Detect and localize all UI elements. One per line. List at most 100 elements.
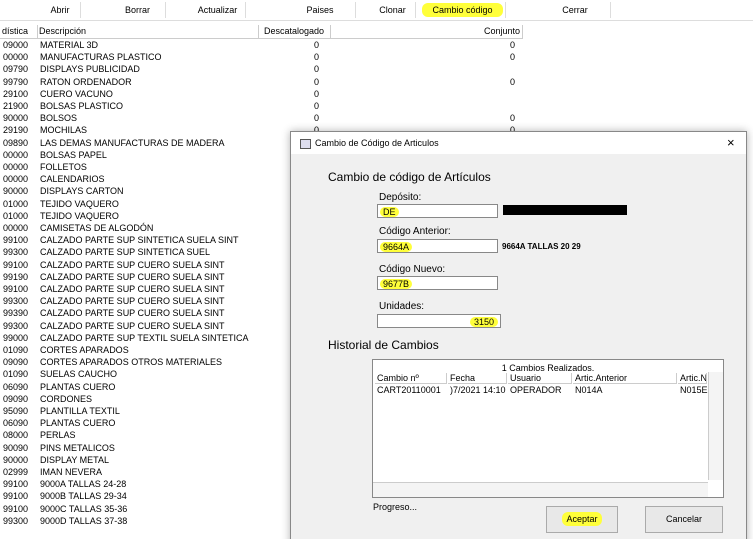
code-cell: 90090 [3, 442, 29, 453]
value: DE [380, 207, 399, 217]
code-cell: 95090 [3, 406, 29, 416]
toolbar-button[interactable]: Clonar [370, 2, 416, 18]
description-cell: IMAN NEVERA [40, 467, 103, 477]
description-cell: CALZADO PARTE SUP CUERO SUELA SINT [40, 296, 225, 307]
description-cell: SUELAS CAUCHO [40, 369, 118, 380]
code-cell: 90000 [3, 113, 29, 124]
button-label: Abrir [50, 5, 70, 15]
code-cell: 90000 [3, 186, 29, 197]
description-cell: RATON ORDENADOR [40, 76, 132, 87]
description-cell: TEJIDO VAQUERO [40, 210, 119, 221]
progress-label: Progreso... [373, 502, 418, 512]
description-cell: CORTES APARADOS [40, 345, 129, 355]
input[interactable]: 9677B [377, 276, 498, 290]
button-label: Paises [306, 5, 334, 15]
description-cell: 9000B TALLAS 29-34 [40, 491, 127, 502]
input[interactable]: 9664A [377, 239, 498, 253]
dialog: Cambio de Código de Articulos × Cambio d… [290, 131, 747, 539]
button-label: Aceptar [562, 512, 602, 526]
column-header: Descatalogado [258, 25, 331, 39]
column-header: dística [0, 25, 38, 39]
label: Código Nuevo: [379, 264, 446, 275]
toolbar-button[interactable]: Abrir [40, 2, 81, 18]
description-cell: CAMISETAS DE ALGODÓN [40, 223, 154, 233]
cancel-button[interactable]: Cancelar [645, 506, 723, 533]
dialog-title: Cambio de Código de Articulos [315, 138, 439, 148]
description-cell: MATERIAL 3D [40, 40, 99, 50]
h-scrollbar[interactable] [373, 482, 708, 497]
descatalogado-cell: 0 [314, 113, 320, 124]
code-cell: 99390 [3, 308, 29, 319]
conjunto-cell: 0 [510, 76, 516, 87]
conjunto-cell: 0 [510, 125, 515, 135]
description-cell: DISPLAYS PUBLICIDAD [40, 64, 140, 75]
code-cell: 99300 [3, 296, 29, 307]
redaction [503, 205, 627, 215]
code-cell: 09790 [3, 64, 29, 75]
description-cell: BOLSAS PAPEL [40, 149, 107, 160]
description-cell: PINS METALICOS [40, 442, 115, 453]
description-cell: CALZADO PARTE SUP TEXTIL SUELA SINTETICA [40, 332, 249, 343]
conjunto-cell: 0 [510, 52, 516, 63]
code-cell: 29190 [3, 125, 29, 136]
column-header: Conjunto [330, 25, 523, 39]
code-cell: 21900 [3, 101, 29, 111]
description-cell: CORDONES [40, 393, 93, 404]
code-cell: 99300 [3, 320, 29, 331]
code-cell: 99100 [3, 491, 29, 502]
code-cell: 90000 [3, 454, 29, 465]
code-cell: 09890 [3, 137, 29, 148]
code-cell: 00000 [3, 174, 29, 185]
code-cell: 99100 [3, 284, 29, 294]
code-cell: 01090 [3, 345, 29, 355]
code-cell: 00000 [3, 52, 29, 63]
code-cell: 00000 [3, 162, 29, 172]
description-cell: TEJIDO VAQUERO [40, 198, 119, 209]
conjunto-cell: 0 [510, 113, 516, 124]
code-cell: 08000 [3, 430, 29, 441]
value: 9677B [380, 279, 413, 289]
accept-button[interactable]: Aceptar [546, 506, 618, 533]
code-cell: 99100 [3, 259, 29, 270]
input[interactable]: 3150 [377, 314, 501, 328]
toolbar [0, 0, 753, 21]
grid-header: Usuario [508, 373, 572, 384]
toolbar-button[interactable]: Cambio código [420, 2, 506, 18]
input[interactable]: DE [377, 204, 498, 218]
description-cell: CUERO VACUNO [40, 88, 113, 99]
close-button[interactable]: × [727, 135, 735, 150]
description-cell: CALZADO PARTE SUP CUERO SUELA SINT [40, 284, 225, 294]
label: Unidades: [379, 301, 425, 312]
description-cell: PERLAS [40, 430, 76, 441]
code-cell: 99300 [3, 515, 29, 526]
description-cell: 9000A TALLAS 24-28 [40, 479, 127, 490]
toolbar-button[interactable]: Borrar [110, 2, 166, 18]
descatalogado-cell: 0 [314, 88, 320, 99]
code-cell: 99100 [3, 235, 29, 246]
code-cell: 00000 [3, 149, 29, 160]
conjunto-cell: 0 [510, 40, 516, 50]
toolbar-button[interactable]: Cerrar [540, 2, 611, 18]
description-cell: LAS DEMAS MANUFACTURAS DE MADERA [40, 137, 225, 148]
value: 9664A [380, 242, 413, 252]
app-icon [300, 139, 311, 149]
description-cell: CALZADO PARTE SUP CUERO SUELA SINT [40, 308, 225, 319]
description-cell: PLANTAS CUERO [40, 418, 116, 429]
code-cell: 09090 [3, 393, 29, 404]
button-label: Cambio código [422, 3, 503, 17]
description-cell: CALZADO PARTE SUP SINTETICA SUEL [40, 247, 211, 258]
code-cell: 99100 [3, 479, 29, 490]
grid-cell: OPERADOR [510, 385, 562, 395]
description-cell: MANUFACTURAS PLASTICO [40, 52, 162, 63]
v-scrollbar[interactable] [708, 372, 723, 480]
title-bar [291, 132, 746, 154]
descatalogado-cell: 0 [314, 76, 320, 87]
description-cell: CALENDARIOS [40, 174, 105, 185]
button-label: Borrar [124, 5, 150, 15]
column-header: Descripción [37, 25, 259, 39]
toolbar-button[interactable]: Actualizar [190, 2, 246, 18]
button-label: Clonar [379, 5, 406, 15]
description-cell: 9000C TALLAS 35-36 [40, 503, 128, 514]
grid-cell: CART20110001 [377, 385, 441, 395]
toolbar-button[interactable]: Paises [285, 2, 356, 18]
